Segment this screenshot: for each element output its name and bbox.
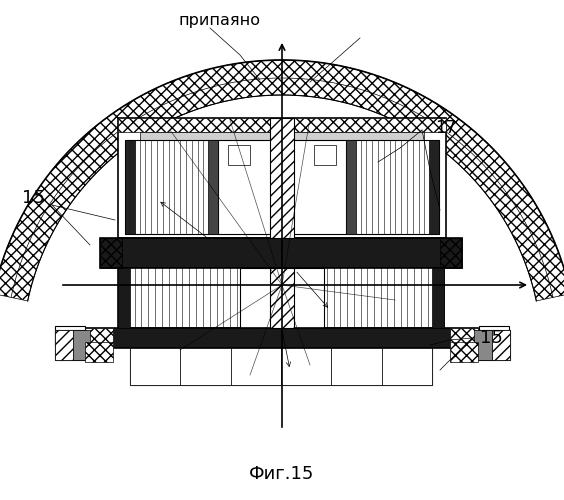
Bar	[382, 348, 432, 385]
Bar	[100, 238, 122, 268]
Bar	[85, 328, 478, 348]
Bar	[240, 268, 324, 328]
Bar	[432, 268, 444, 328]
Bar	[474, 330, 510, 360]
Bar	[231, 348, 281, 385]
Bar	[346, 140, 439, 234]
Bar	[55, 326, 85, 346]
Bar	[479, 326, 509, 346]
Bar	[331, 348, 382, 385]
Bar	[228, 145, 250, 165]
Text: припаяно: припаяно	[179, 12, 261, 28]
Bar	[118, 268, 130, 328]
Bar	[140, 132, 424, 140]
Bar	[180, 348, 231, 385]
Bar	[440, 238, 462, 268]
Bar	[85, 342, 113, 362]
Bar	[218, 140, 346, 234]
Bar	[118, 118, 446, 238]
Bar	[270, 268, 294, 328]
Bar	[125, 140, 135, 234]
Bar	[450, 342, 478, 362]
Bar	[85, 328, 113, 348]
Bar	[130, 348, 432, 385]
Bar	[429, 140, 439, 234]
Bar	[118, 118, 446, 132]
Text: 15: 15	[480, 329, 503, 347]
Bar	[474, 330, 492, 360]
Polygon shape	[0, 60, 564, 301]
Bar	[492, 330, 510, 360]
Bar	[270, 118, 294, 238]
Text: 17: 17	[435, 119, 456, 137]
Bar	[55, 330, 90, 360]
Bar	[125, 140, 218, 234]
Text: Фиг.15: Фиг.15	[249, 465, 315, 483]
Bar	[346, 140, 356, 234]
Bar	[281, 348, 331, 385]
Bar	[314, 145, 336, 165]
Bar	[450, 328, 478, 348]
Bar	[118, 268, 444, 328]
Bar	[55, 330, 73, 360]
Bar	[130, 348, 180, 385]
Text: 15: 15	[22, 189, 45, 207]
Bar	[100, 238, 462, 268]
Bar	[73, 330, 90, 360]
Bar	[208, 140, 218, 234]
